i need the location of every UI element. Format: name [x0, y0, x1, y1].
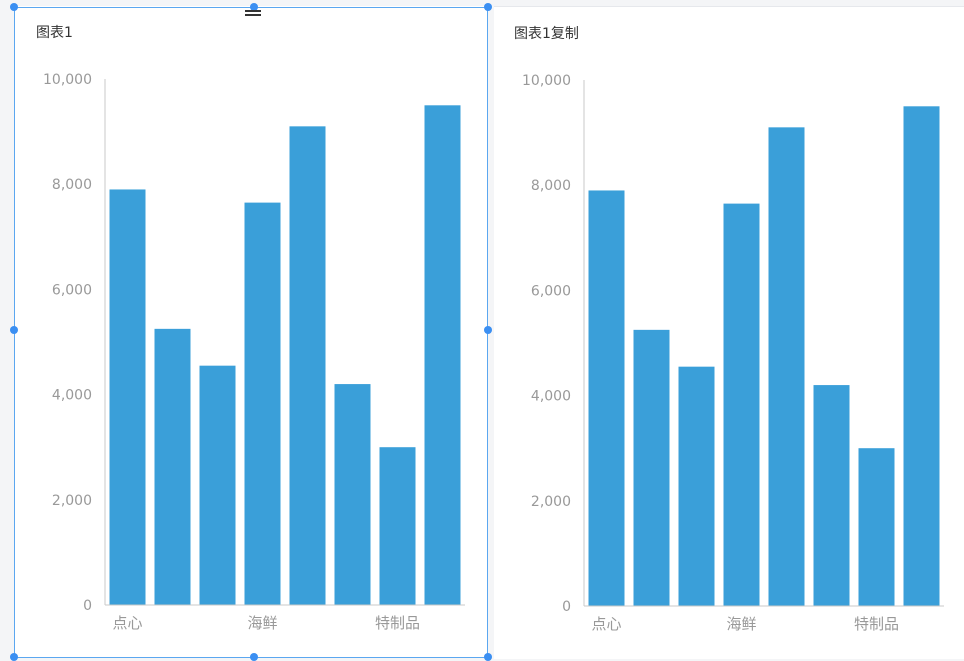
y-tick-label: 2,000 — [531, 494, 571, 510]
bar — [379, 447, 416, 605]
bar — [289, 126, 326, 605]
x-tick-label: 特制品 — [854, 615, 899, 633]
resize-handle-right[interactable] — [484, 326, 492, 334]
resize-handle-top[interactable] — [250, 3, 258, 11]
bar — [633, 329, 670, 606]
bar-chart-2: 0 2,000 4,000 6,000 8,000 10,000 点心 海鲜 特制品 — [522, 73, 944, 633]
y-tick-label: 4,000 — [52, 388, 92, 404]
bar — [723, 203, 760, 607]
y-tick-label: 2,000 — [52, 493, 92, 509]
x-tick-label: 海鲜 — [726, 615, 756, 633]
y-tick-label: 10,000 — [43, 72, 92, 88]
chart-title: 图表1复制 — [514, 26, 579, 42]
resize-handle-top-right[interactable] — [484, 3, 492, 11]
x-tick-label: 特制品 — [375, 614, 420, 632]
bar — [154, 328, 191, 605]
y-tick-label: 8,000 — [531, 178, 571, 194]
resize-handle-bottom-left[interactable] — [10, 653, 18, 661]
bar — [768, 127, 805, 606]
bar — [424, 105, 461, 606]
bar — [678, 366, 715, 606]
drag-handle-icon[interactable] — [245, 10, 261, 18]
bar — [334, 384, 371, 605]
resize-handle-bottom-right[interactable] — [484, 653, 492, 661]
y-tick-label: 10,000 — [522, 73, 571, 89]
y-tick-label: 4,000 — [531, 389, 571, 405]
y-tick-label: 0 — [83, 598, 92, 614]
y-tick-label: 0 — [562, 599, 571, 615]
y-tick-label: 8,000 — [52, 177, 92, 193]
bar — [244, 202, 281, 606]
bar — [858, 448, 895, 606]
y-tick-label: 6,000 — [531, 283, 571, 299]
bar — [199, 365, 236, 605]
resize-handle-top-left[interactable] — [10, 3, 18, 11]
bar — [588, 190, 625, 606]
resize-handle-bottom[interactable] — [250, 653, 258, 661]
chart-title: 图表1 — [36, 25, 73, 41]
x-tick-label: 海鲜 — [247, 614, 277, 632]
bar — [109, 189, 146, 605]
x-tick-label: 点心 — [112, 614, 142, 632]
x-tick-label: 点心 — [591, 615, 621, 633]
chart-panel-2[interactable]: 图表1复制 0 2,000 4,000 6,000 8,000 10,000 点心 海鲜 特制品 — [494, 6, 964, 659]
bar — [813, 385, 850, 606]
y-tick-label: 6,000 — [52, 282, 92, 298]
bar-chart-1: 0 2,000 4,000 6,000 8,000 10,000 点心 海鲜 特制品 — [43, 72, 465, 632]
chart-panel-1[interactable]: 图表1 0 2,000 4,000 6,000 8,000 10,000 点心 海鲜 特制品 — [14, 6, 488, 658]
resize-handle-left[interactable] — [10, 326, 18, 334]
bar — [903, 106, 940, 607]
